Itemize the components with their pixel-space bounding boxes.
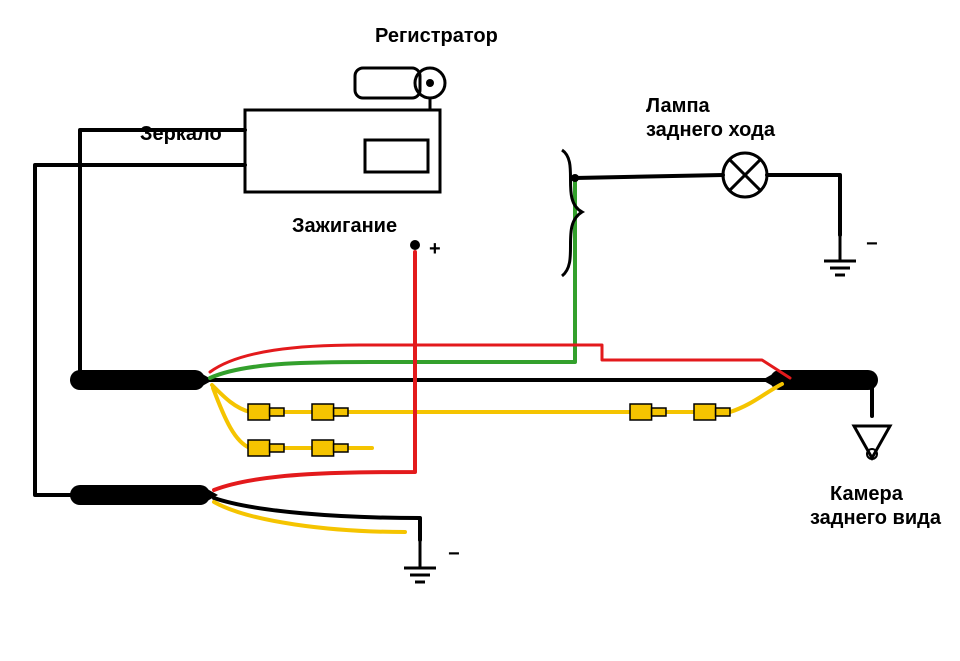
wire xyxy=(767,175,840,235)
shapes-layer xyxy=(245,68,890,582)
label-minus: − xyxy=(866,233,878,255)
cable-break xyxy=(562,150,582,276)
rca-connector xyxy=(312,404,334,420)
rca-connector xyxy=(248,404,270,420)
label-registrator: Регистратор xyxy=(375,25,498,47)
wire xyxy=(730,384,782,412)
wire xyxy=(80,130,245,380)
rca-connector xyxy=(630,404,652,420)
ignition-node xyxy=(410,240,420,250)
wire xyxy=(575,175,723,178)
mirror-screen xyxy=(365,140,428,172)
label-reverse_lamp_l1: Лампа xyxy=(646,95,711,117)
label-mirror: Зеркало xyxy=(140,123,222,145)
mirror-body xyxy=(245,110,440,192)
rca-connector xyxy=(248,440,270,456)
rca-connector xyxy=(694,404,716,420)
label-ignition: Зажигание xyxy=(292,215,397,237)
label-minus: − xyxy=(448,543,460,565)
wires-layer xyxy=(35,130,872,540)
wire xyxy=(213,388,250,448)
wire xyxy=(35,165,245,495)
label-camera_l1: Камера xyxy=(830,483,904,505)
rca-connector xyxy=(312,440,334,456)
wiring-diagram: РегистраторЗеркалоЗажиганиеЛампазаднего … xyxy=(0,0,960,661)
camera-icon xyxy=(854,426,890,458)
labels-layer: РегистраторЗеркалоЗажиганиеЛампазаднего … xyxy=(140,25,942,565)
label-plus: + xyxy=(429,238,441,260)
registrator-body xyxy=(355,68,420,98)
wire xyxy=(210,180,575,378)
label-camera_l2: заднего вида xyxy=(810,507,942,529)
label-reverse_lamp_l2: заднего хода xyxy=(646,119,776,141)
